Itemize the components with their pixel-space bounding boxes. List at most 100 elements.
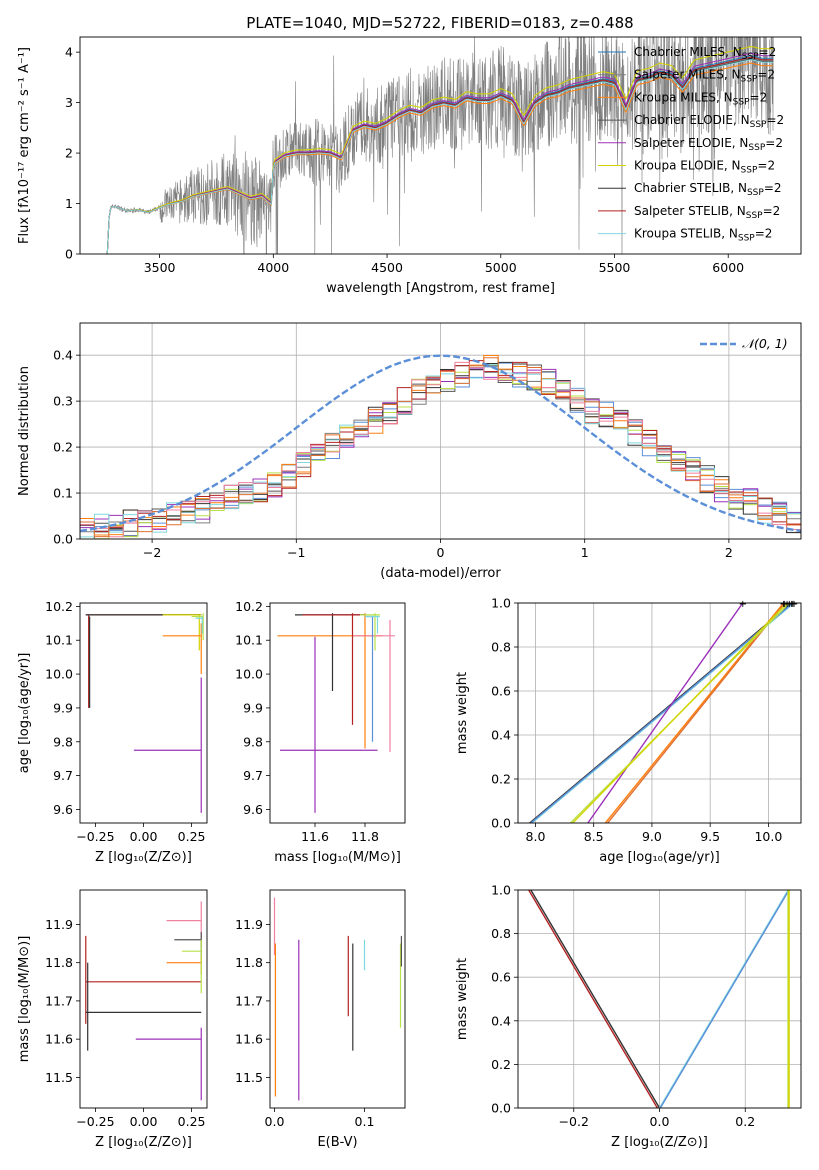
x-tick-label: 3500 [144, 260, 176, 275]
x-tick-label: 6000 [712, 260, 744, 275]
x-tick-label: 0 [437, 545, 445, 560]
y-tick-label: 0.6 [491, 684, 511, 699]
legend-label-prefix: Chabrier MILES, N [634, 45, 742, 59]
x-tick-label: 1 [581, 545, 589, 560]
legend-label: Kroupa MILES, NSSP=2 [634, 90, 767, 107]
x-tick-label: 8.5 [584, 829, 604, 844]
spectrum-panel: 3500 4000 4500 5000 5500 6000 0 1 2 3 4 wavelength … [17, 36, 802, 296]
y-tick-label: 11.9 [45, 917, 73, 932]
axes-frame [79, 889, 208, 1109]
y-tick-label: 10.1 [45, 633, 73, 648]
legend-label: Kroupa STELIB, NSSP=2 [634, 227, 772, 244]
y-tick-label: 0.4 [491, 728, 511, 743]
x-tick-label: 9.5 [700, 829, 720, 844]
y-tick-label: 0.0 [53, 532, 73, 547]
x-axis-label: mass [log₁₀(M/M⊙)] [274, 850, 401, 865]
legend-label: Salpeter ELODIE, NSSP=2 [634, 136, 783, 153]
legend-label: Kroupa ELODIE, NSSP=2 [634, 159, 775, 176]
figure-title: PLATE=1040, MJD=52722, FIBERID=0183, z=0… [246, 14, 633, 32]
y-axis-label: Normed distribution [17, 366, 32, 496]
x-axis-label: Z [log₁₀(Z/Z⊙)] [95, 1135, 192, 1150]
y-tick-label: 9.8 [243, 734, 263, 749]
legend-label: Salpeter MILES, NSSP=2 [634, 68, 775, 85]
y-tick-label: 0 [65, 247, 73, 262]
model-line-salpeter-elodie [106, 52, 774, 254]
legend-label-sub: SSP [741, 166, 758, 176]
legend-label-suffix: =2 [763, 204, 781, 218]
x-axis-label: age [log₁₀(age/yr)] [599, 850, 720, 865]
legend-label-prefix: Salpeter STELIB, N [634, 204, 746, 218]
marker-plus: + [781, 599, 789, 610]
x-axis-label: (data-model)/error [380, 566, 501, 581]
cumulative-weight-line [572, 603, 788, 823]
y-tick-label: 0.2 [491, 772, 511, 787]
legend-label-prefix: Salpeter ELODIE, N [634, 136, 748, 150]
y-tick-label: 2 [65, 146, 73, 161]
y-tick-label: 10.0 [45, 667, 73, 682]
cumulative-weight-line [528, 890, 658, 1108]
legend-label-prefix: Kroupa MILES, N [634, 90, 733, 104]
x-tick-label: −1 [287, 545, 305, 560]
legend-label-suffix: =2 [766, 113, 784, 127]
legend-label-gaussian: 𝒩(0, 1) [742, 336, 788, 351]
cumulative-weight-line [607, 603, 786, 823]
legend-label-sub: SSP [742, 52, 759, 62]
legend-label-prefix: Kroupa ELODIE, N [634, 159, 741, 173]
x-tick-label: −2 [143, 545, 161, 560]
x-tick-label: 0.2 [735, 1114, 755, 1129]
legend-label-suffix: =2 [759, 45, 777, 59]
x-tick-label: 10.0 [754, 829, 782, 844]
plot-area [529, 603, 795, 823]
x-tick-label: 4000 [257, 260, 289, 275]
histogram-step-extra_orange [80, 357, 801, 539]
plot-area [273, 897, 402, 1101]
legend-label-sub: SSP [747, 188, 764, 198]
marker-plus: + [739, 599, 747, 610]
x-axis-label: E(B-V) [317, 1135, 357, 1150]
x-tick-label: 4500 [371, 260, 403, 275]
legend-label-sub: SSP [746, 211, 763, 221]
massweight-vs-age-panel: 8.0 8.5 9.0 9.5 10.0 0.0 0.2 0.4 0.6 0.8 1.0 age [l… [455, 596, 802, 865]
cumulative-weight-line [530, 890, 661, 1108]
legend-label-sub: SSP [750, 120, 767, 130]
x-axis-label: Z [log₁₀(Z/Z⊙)] [95, 850, 192, 865]
residual-hist-panel: −2 −1 0 1 2 0.0 0.1 0.2 0.3 0.4 (data-model)/error… [17, 322, 802, 581]
x-tick-label: 9.0 [642, 829, 662, 844]
y-tick-label: 9.7 [243, 768, 263, 783]
legend-label: Salpeter STELIB, NSSP=2 [634, 204, 780, 221]
axes-frame [517, 889, 802, 1109]
y-tick-label: 1.0 [491, 883, 511, 898]
y-tick-label: 0.6 [491, 970, 511, 985]
x-tick-label: 8.0 [526, 829, 546, 844]
y-axis-label: age [log₁₀(age/yr)] [17, 653, 32, 774]
marker-plus: + [787, 599, 795, 610]
y-tick-label: 11.5 [45, 1070, 73, 1085]
cumulative-weight-line [587, 603, 744, 823]
legend-label: Chabrier MILES, NSSP=2 [634, 45, 776, 62]
massweight-vs-Z-panel: −0.2 0.0 0.2 0.0 0.2 0.4 0.6 0.8 1.0 Z [log₁₀(Z/Z… [455, 883, 802, 1150]
y-tick-label: 11.6 [235, 1032, 263, 1047]
x-tick-label: 0.25 [178, 1114, 206, 1129]
legend-label-suffix: =2 [755, 227, 773, 241]
marker-plus: + [790, 599, 798, 610]
legend-label-sub: SSP [738, 234, 755, 244]
y-tick-label: 9.7 [53, 768, 73, 783]
x-tick-label: 2 [725, 545, 733, 560]
y-tick-label: 9.9 [53, 700, 73, 715]
y-tick-label: 10.1 [235, 633, 263, 648]
y-tick-label: 9.6 [243, 802, 263, 817]
y-tick-label: 1 [65, 196, 73, 211]
axes-frame [269, 602, 406, 824]
legend-label-sub: SSP [733, 97, 750, 107]
y-axis-label: mass weight [455, 672, 470, 754]
y-tick-label: 0.2 [491, 1057, 511, 1072]
legend-label-suffix: =2 [757, 68, 775, 82]
axes-frame [79, 322, 802, 540]
y-tick-label: 0.8 [491, 640, 511, 655]
x-tick-label: −0.25 [76, 1114, 114, 1129]
y-tick-label: 0.1 [53, 486, 73, 501]
x-tick-label: 5000 [485, 260, 517, 275]
legend-label: Chabrier ELODIE, NSSP=2 [634, 113, 784, 130]
gaussian-curve [80, 354, 801, 533]
